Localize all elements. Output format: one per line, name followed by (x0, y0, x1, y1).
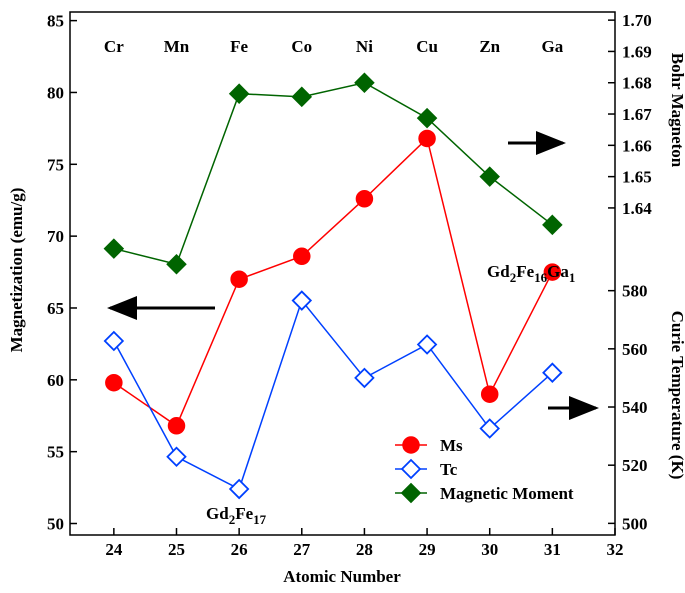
series-line (113, 81, 553, 266)
y-tick-label: 70 (47, 227, 64, 246)
y-tick-label: 55 (47, 443, 64, 462)
marker (480, 385, 499, 403)
element-label: Fe (230, 37, 248, 56)
x-tick-label: 26 (231, 540, 248, 559)
series-line (113, 136, 554, 427)
y3-axis-label: Bohr Magneton (668, 53, 685, 168)
y-axis-label: Magnetization (emu/g) (7, 188, 26, 353)
legend-label: Ms (440, 436, 463, 455)
legend-label: Tc (440, 460, 458, 479)
y-tick-label: 65 (47, 299, 64, 318)
marker (103, 238, 125, 259)
marker (228, 478, 250, 500)
marker (416, 107, 438, 129)
x-tick-label: 25 (168, 540, 185, 559)
y2-axis-label: Curie Temperature (K) (668, 311, 685, 480)
marker (291, 290, 313, 311)
y3-tick-label: 1.68 (622, 74, 652, 93)
annotation-text: Gd (206, 504, 229, 523)
legend-label: Magnetic Moment (440, 484, 574, 503)
y2-tick-label: 560 (622, 340, 648, 359)
x-tick-label: 31 (544, 540, 561, 559)
marker (479, 166, 500, 187)
marker (479, 418, 500, 439)
marker (291, 86, 313, 108)
annotation-subscript: 2 (510, 270, 517, 285)
marker (230, 270, 248, 288)
legend-marker (400, 458, 422, 480)
series-line (113, 299, 553, 491)
marker (416, 334, 438, 355)
annotation-text: Gd (487, 262, 510, 281)
y2-tick-label: 520 (622, 456, 648, 475)
marker (103, 330, 125, 352)
marker (167, 417, 186, 435)
annotation-subscript: 1 (569, 270, 576, 285)
y3-tick-label: 1.67 (622, 105, 652, 124)
y2-tick-label: 540 (622, 398, 648, 417)
y-tick-label: 80 (47, 83, 64, 102)
element-label: Cu (416, 37, 438, 56)
annotation-text: Fe (516, 262, 534, 281)
y2-tick-label: 500 (622, 514, 648, 533)
y-tick-label: 85 (47, 12, 64, 31)
element-label: Ni (356, 37, 373, 56)
marker (542, 214, 563, 236)
y2-tick-label: 580 (622, 282, 648, 301)
annotation: Gd2Fe17 (206, 504, 267, 527)
x-tick-label: 29 (419, 540, 436, 559)
marker (293, 247, 311, 266)
annotation: Gd2Fe16Ga1 (487, 262, 575, 285)
x-tick-label: 27 (293, 540, 311, 559)
annotation-subscript: 2 (229, 512, 236, 527)
y3-tick-label: 1.70 (622, 11, 652, 30)
marker (543, 263, 562, 281)
y3-tick-label: 1.66 (622, 136, 652, 155)
y3-tick-label: 1.65 (622, 168, 652, 187)
y3-tick-label: 1.64 (622, 199, 652, 218)
annotation-subscript: 17 (253, 512, 267, 527)
x-tick-label: 30 (481, 540, 498, 559)
marker (166, 446, 187, 468)
marker (105, 373, 123, 392)
element-label: Co (291, 37, 312, 56)
y3-tick-label: 1.69 (622, 42, 652, 61)
element-label: Cr (104, 37, 124, 56)
element-label: Mn (164, 37, 190, 56)
marker (354, 72, 375, 94)
plot-frame (69, 11, 616, 536)
marker (228, 83, 250, 104)
element-label: Zn (479, 37, 500, 56)
marker (166, 253, 187, 275)
y-tick-label: 75 (47, 155, 64, 174)
y-tick-label: 60 (47, 371, 64, 390)
legend-marker (400, 482, 422, 504)
marker (418, 129, 436, 148)
annotation-subscript: 16 (534, 270, 548, 285)
annotation-text: Fe (235, 504, 253, 523)
x-tick-label: 32 (607, 540, 624, 559)
x-axis-label: Atomic Number (283, 567, 401, 586)
marker (354, 367, 375, 389)
y-tick-label: 50 (47, 515, 64, 534)
marker (542, 362, 563, 383)
x-tick-label: 28 (356, 540, 373, 559)
annotation-text: Ga (547, 262, 569, 281)
x-tick-label: 24 (105, 540, 123, 559)
legend-marker (402, 436, 420, 454)
marker (355, 190, 374, 208)
element-label: Ga (541, 37, 563, 56)
